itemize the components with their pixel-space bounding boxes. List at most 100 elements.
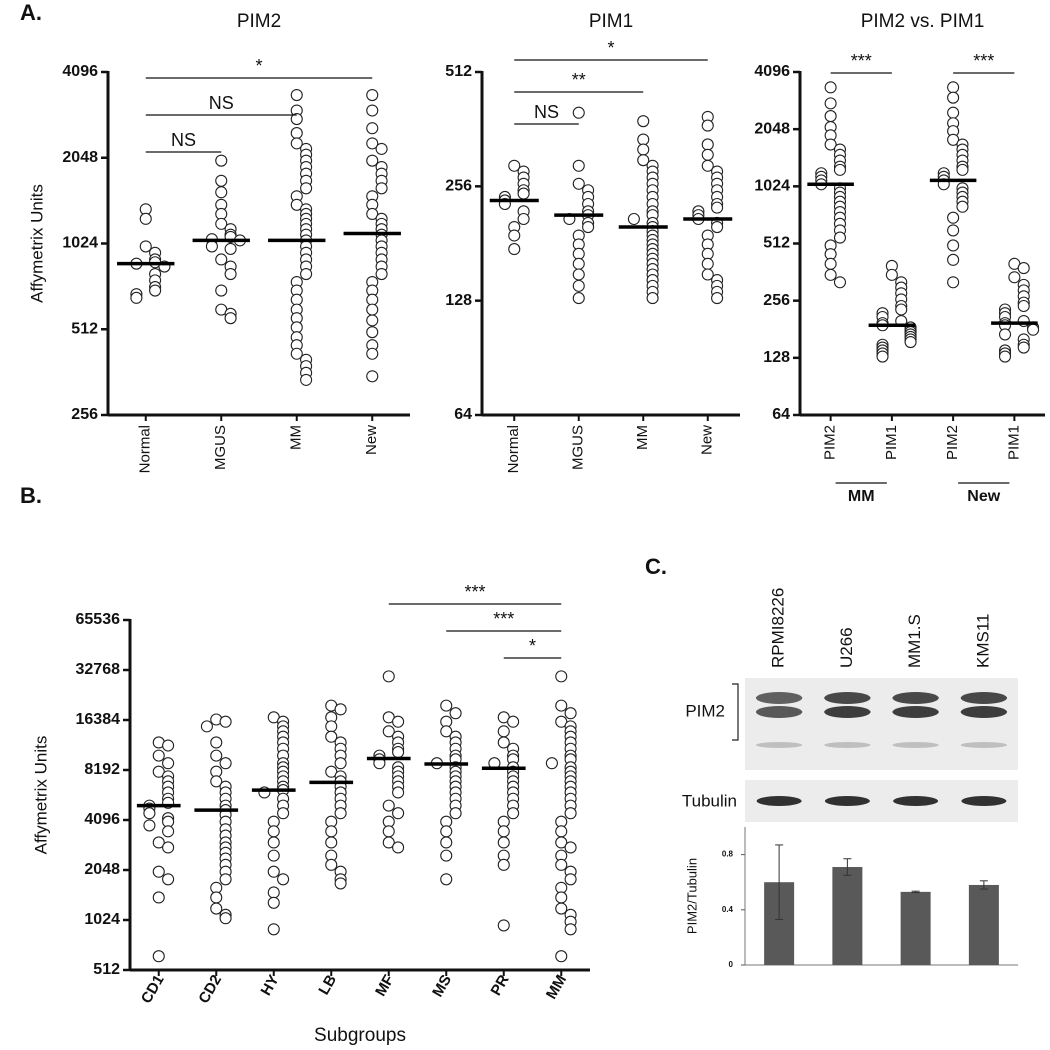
data-point [555, 902, 568, 915]
blot-band [755, 742, 803, 748]
blot-band [756, 796, 802, 806]
blot-band [960, 742, 1008, 748]
data-point [139, 212, 152, 225]
data-point [366, 154, 379, 167]
y-tick-label: 512 [445, 63, 472, 80]
data-point [300, 373, 313, 386]
lane-label: U266 [837, 627, 856, 668]
data-point [143, 819, 156, 832]
data-point [210, 749, 223, 762]
data-point [267, 886, 280, 899]
lane-label: MM1.S [905, 614, 924, 668]
data-point [646, 292, 659, 305]
data-point [572, 268, 585, 281]
blot-band [755, 706, 803, 718]
data-point [637, 115, 650, 128]
significance-label: *** [851, 51, 872, 71]
y-tick-label: 1024 [84, 911, 120, 928]
data-point [224, 312, 237, 325]
y-tick-label: 1024 [754, 178, 790, 195]
data-point [215, 207, 228, 221]
y-tick-label: 512 [71, 320, 98, 337]
data-point [947, 106, 960, 119]
data-point [162, 873, 175, 886]
data-point [711, 221, 724, 234]
data-point [701, 257, 714, 270]
data-point [637, 133, 650, 146]
data-point [325, 858, 338, 871]
significance-label: *** [973, 51, 994, 71]
data-point [440, 699, 453, 712]
panel-label: B. [20, 483, 42, 508]
data-point [998, 328, 1012, 341]
x-tick-label: PIM2 [944, 425, 961, 460]
data-point [334, 877, 347, 890]
x-tick-label: New [699, 425, 716, 455]
data-point [219, 873, 232, 886]
x-tick-label: Normal [137, 425, 154, 473]
data-point [508, 243, 521, 256]
data-point [267, 923, 280, 936]
data-point [564, 807, 577, 820]
data-point [572, 292, 585, 305]
data-point [1017, 262, 1030, 275]
data-point [219, 757, 232, 770]
data-point [205, 240, 218, 253]
data-point [366, 293, 379, 306]
y-tick-label: 512 [93, 961, 120, 978]
blot-band [824, 796, 870, 806]
data-point [449, 807, 462, 820]
data-point [366, 303, 379, 316]
significance-label: * [607, 38, 614, 58]
band-label: Tubulin [682, 791, 737, 810]
data-point [277, 807, 290, 820]
data-point [824, 97, 837, 110]
data-point [701, 247, 714, 260]
data-point [392, 786, 405, 799]
data-point [555, 670, 568, 683]
y-tick-label: 1024 [62, 235, 98, 252]
data-point [290, 347, 303, 360]
data-point [334, 807, 347, 820]
data-point [440, 849, 453, 862]
data-point [956, 163, 969, 176]
significance-label: NS [209, 93, 234, 113]
blot-band [892, 706, 939, 718]
data-point [947, 253, 960, 266]
pim2-bracket [732, 683, 739, 741]
data-point [325, 720, 338, 733]
data-point [572, 279, 585, 292]
data-point [572, 159, 585, 172]
data-point [895, 303, 908, 316]
data-point [555, 836, 568, 849]
data-point [904, 335, 917, 349]
data-point [162, 739, 175, 752]
blot-band [960, 692, 1008, 704]
chart-title: PIM2 vs. PIM1 [861, 11, 985, 32]
data-point [382, 670, 395, 683]
data-point [152, 950, 165, 963]
y-tick-label: 128 [445, 292, 472, 309]
y-tick-label: 64 [772, 406, 790, 423]
x-tick-label: PIM1 [1005, 425, 1022, 460]
data-point [440, 825, 453, 838]
data-point [497, 825, 510, 838]
bar [968, 884, 999, 965]
data-point [497, 919, 510, 932]
data-point [392, 746, 405, 759]
y-tick-label: 32768 [76, 661, 121, 678]
data-point [956, 200, 969, 213]
data-point [824, 257, 837, 270]
data-point [947, 81, 960, 94]
data-point [152, 836, 165, 849]
data-point [947, 133, 960, 146]
band-label: PIM2 [685, 701, 725, 720]
y-tick-label: 4096 [62, 63, 98, 80]
data-point [300, 182, 313, 195]
data-point [627, 212, 640, 226]
data-point [215, 284, 228, 297]
data-point [392, 715, 405, 728]
data-point [267, 825, 280, 838]
x-tick-label: MM [288, 425, 305, 450]
data-point [215, 253, 228, 266]
